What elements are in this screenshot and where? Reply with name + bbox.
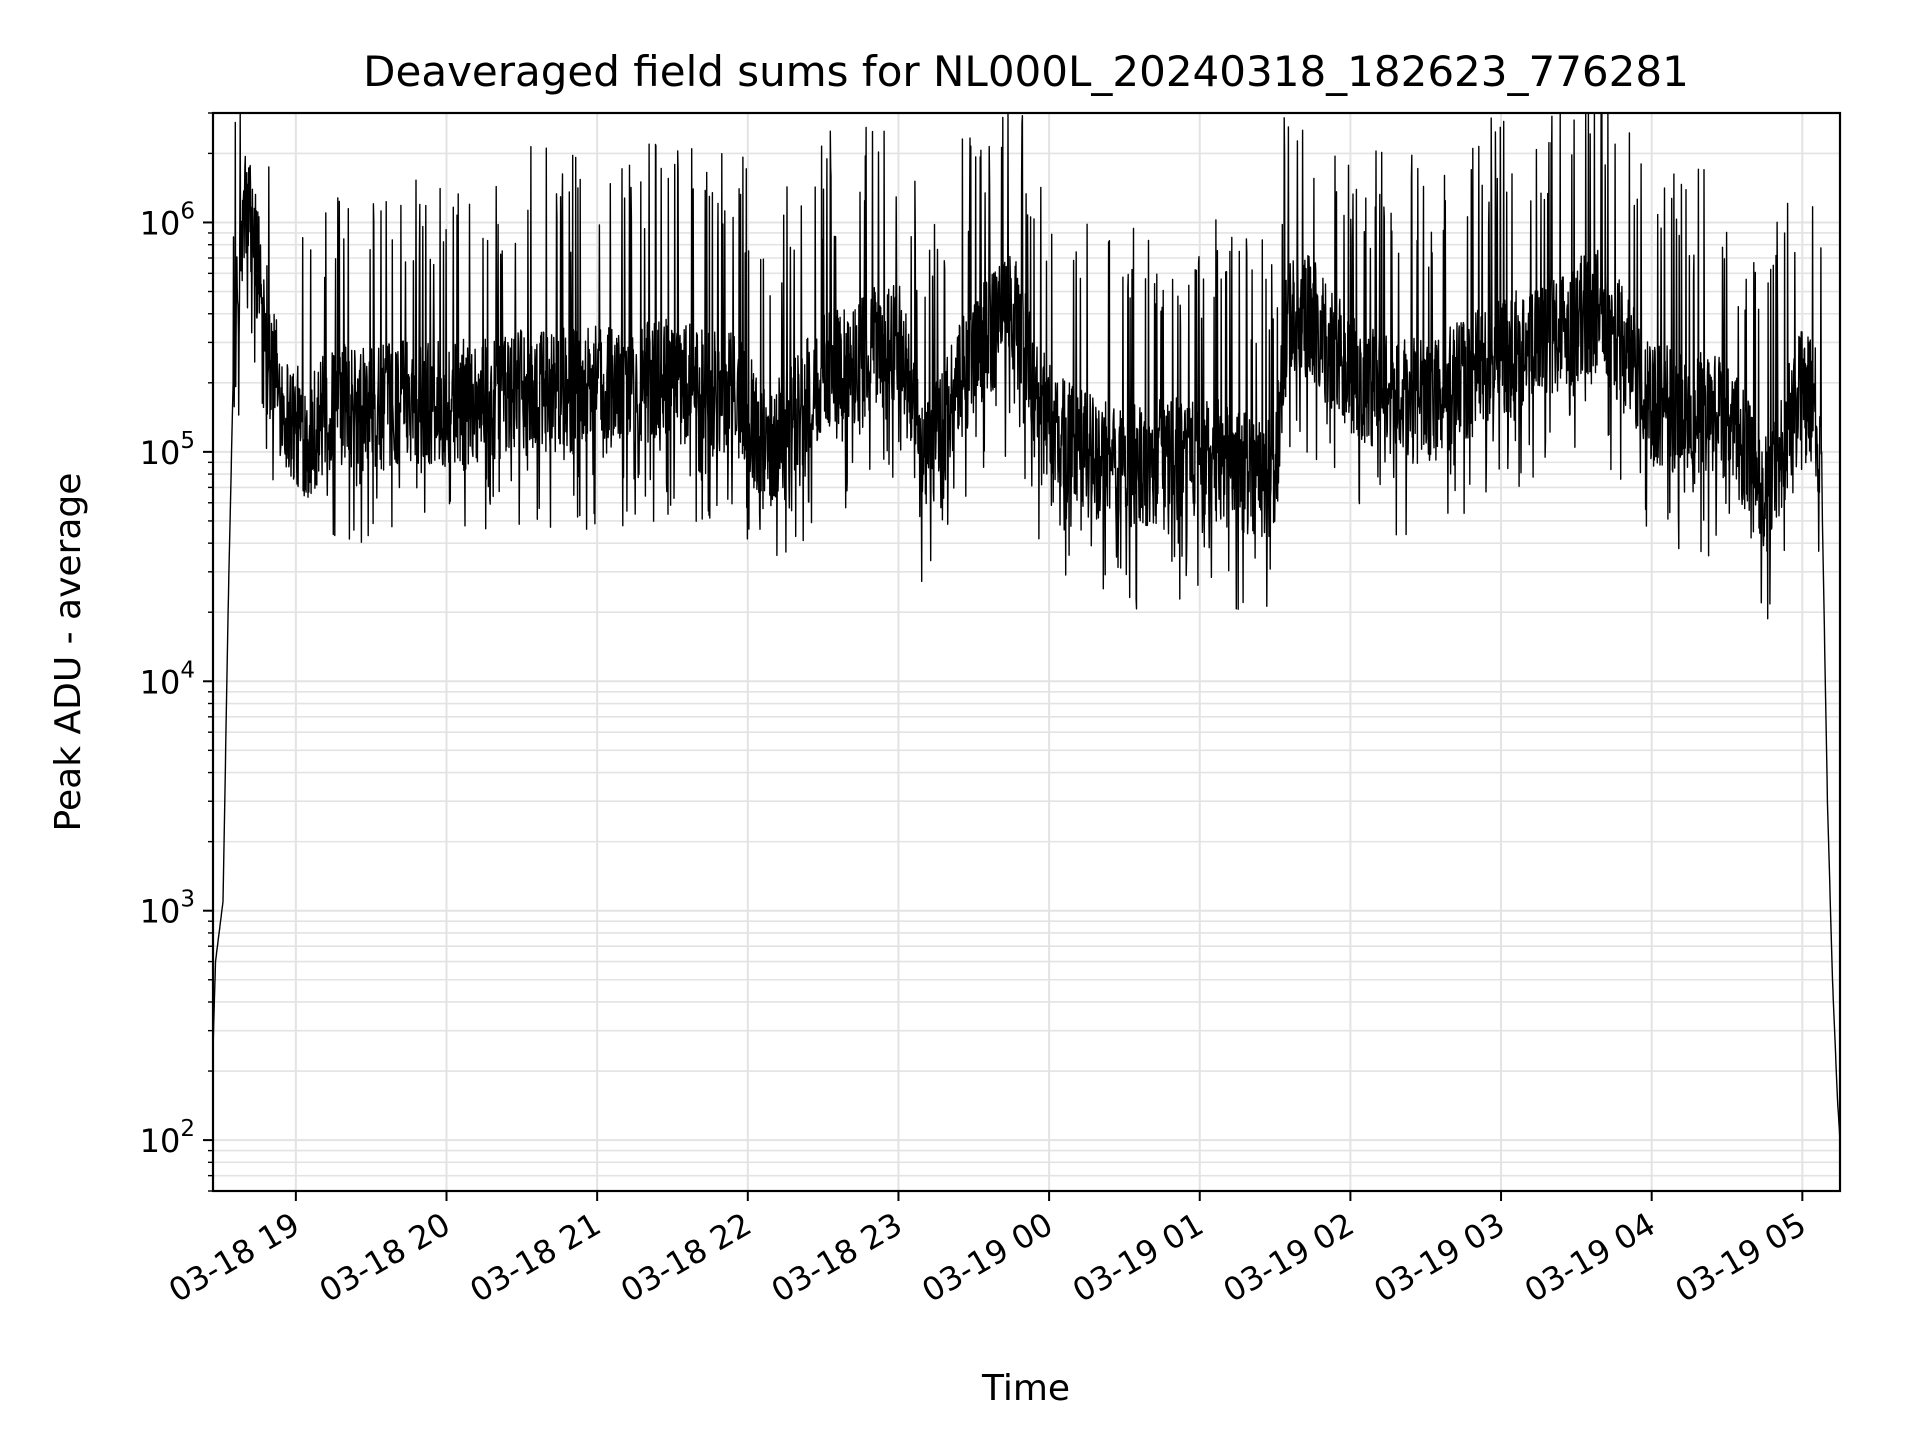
y-tick-label: 104 — [140, 657, 195, 701]
x-tick-label: 03-19 01 — [1066, 1205, 1210, 1310]
x-tick-label: 03-18 19 — [162, 1205, 306, 1310]
x-tick-label: 03-19 02 — [1217, 1205, 1361, 1310]
chart-title: Deaveraged field sums for NL000L_2024031… — [363, 47, 1689, 96]
y-tick-label: 103 — [140, 887, 195, 931]
x-tick-label: 03-19 04 — [1518, 1205, 1662, 1310]
y-tick-label: 105 — [140, 428, 195, 472]
y-tick-label: 106 — [140, 198, 195, 242]
y-axis-label: Peak ADU - average — [48, 473, 89, 832]
x-tick-label: 03-18 21 — [464, 1205, 608, 1310]
x-tick-label: 03-18 23 — [765, 1205, 909, 1310]
series-line — [212, 112, 1841, 1141]
plot-frame — [211, 111, 1842, 1193]
series-layer — [212, 112, 1841, 1141]
y-tick-label: 102 — [140, 1116, 195, 1160]
x-tick-label: 03-19 03 — [1367, 1205, 1511, 1310]
x-tick-label: 03-19 00 — [915, 1205, 1059, 1310]
grid-lines — [213, 112, 1840, 1192]
x-axis-label: Time — [981, 1368, 1070, 1409]
x-tick-label: 03-18 22 — [614, 1205, 758, 1310]
x-tick-label: 03-18 20 — [313, 1205, 457, 1310]
x-tick-label: 03-19 05 — [1669, 1205, 1813, 1310]
